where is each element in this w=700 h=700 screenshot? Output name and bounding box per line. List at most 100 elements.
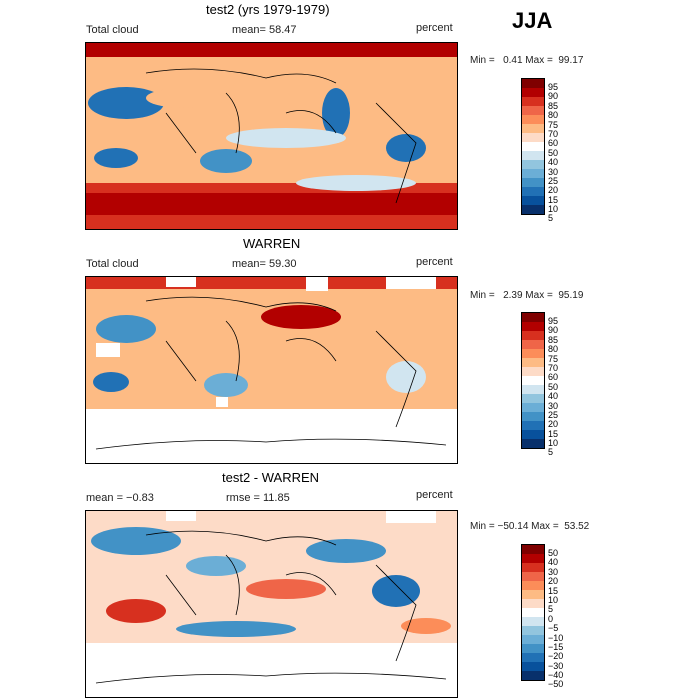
colorbar-tick-label: 80 bbox=[548, 110, 559, 121]
colorbar-swatch bbox=[522, 439, 544, 448]
panel-3-map bbox=[85, 510, 458, 698]
colorbar-tick-label: 60 bbox=[548, 138, 559, 149]
colorbar-tick-label: 50 bbox=[548, 381, 559, 392]
colorbar-tick-label: 70 bbox=[548, 362, 559, 373]
colorbar-tick-label: 5 bbox=[548, 447, 554, 458]
colorbar-swatch bbox=[522, 617, 544, 626]
colorbar-tick-label: 75 bbox=[548, 353, 559, 364]
colorbar-tick-label: 0 bbox=[548, 613, 554, 624]
colorbar-tick-label: 25 bbox=[548, 175, 559, 186]
colorbar-swatch bbox=[522, 376, 544, 385]
panel-2-colorbar-labels: 95 90 85 80 75 70 60 50 40 30 25 20 15 10 5 bbox=[548, 316, 559, 458]
colorbar-swatch bbox=[522, 385, 544, 394]
colorbar-tick-label: −40 bbox=[548, 670, 564, 681]
colorbar-swatch bbox=[522, 88, 544, 97]
colorbar-swatch bbox=[522, 635, 544, 644]
colorbar-swatch bbox=[522, 196, 544, 205]
colorbar-tick-label: 5 bbox=[548, 213, 554, 224]
panel-3-colorbar-swatches bbox=[521, 544, 545, 681]
panel-2-map-field bbox=[86, 277, 457, 463]
colorbar-tick-label: 90 bbox=[548, 91, 559, 102]
colorbar-tick-label: 20 bbox=[548, 419, 559, 430]
colorbar-swatch bbox=[522, 394, 544, 403]
colorbar-tick-label: 95 bbox=[548, 82, 559, 92]
panel-1-map-field bbox=[86, 43, 457, 229]
colorbar-swatch bbox=[522, 644, 544, 653]
colorbar-swatch bbox=[522, 142, 544, 151]
colorbar-swatch bbox=[522, 187, 544, 196]
colorbar-tick-label: 15 bbox=[548, 194, 559, 205]
colorbar-tick-label: −30 bbox=[548, 660, 564, 671]
colorbar-tick-label: 50 bbox=[548, 548, 559, 558]
colorbar-tick-label: 10 bbox=[548, 438, 559, 449]
colorbar-tick-label: 30 bbox=[548, 400, 559, 411]
colorbar-swatch bbox=[522, 581, 544, 590]
colorbar-swatch bbox=[522, 169, 544, 178]
panel-2-colorbar bbox=[521, 312, 545, 449]
colorbar-swatch bbox=[522, 572, 544, 581]
panel-3-colorbar-labels: 50 40 30 20 15 10 5 0 −5 −10 −15 −20 −30 −40 −50 bbox=[548, 548, 564, 690]
colorbar-swatch bbox=[522, 590, 544, 599]
panel-3-colorbar bbox=[521, 544, 545, 681]
colorbar-swatch bbox=[522, 626, 544, 635]
panel-3-map-field bbox=[86, 511, 457, 697]
colorbar-tick-label: 70 bbox=[548, 128, 559, 139]
panel-1-map bbox=[85, 42, 458, 230]
panel-3-left-label: mean = −0.83 bbox=[86, 492, 154, 504]
panel-3-minmax: Min = −50.14 Max = 53.52 bbox=[470, 521, 590, 532]
colorbar-swatch bbox=[522, 340, 544, 349]
colorbar-tick-label: 10 bbox=[548, 594, 559, 605]
colorbar-tick-label: 30 bbox=[548, 166, 559, 177]
colorbar-tick-label: −10 bbox=[548, 632, 564, 643]
colorbar-tick-label: 15 bbox=[548, 428, 559, 439]
panel-3-units: percent bbox=[416, 489, 453, 501]
panel-1-minmax: Min = 0.41 Max = 99.17 bbox=[470, 55, 584, 66]
panel-1-mean: mean= 58.47 bbox=[232, 24, 297, 36]
colorbar-tick-label: 30 bbox=[548, 566, 559, 577]
panel-1-left-label: Total cloud bbox=[86, 24, 139, 36]
colorbar-tick-label: 75 bbox=[548, 119, 559, 130]
season-label: JJA bbox=[512, 8, 553, 33]
panel-1-colorbar-swatches bbox=[521, 78, 545, 215]
panel-2-left-label: Total cloud bbox=[86, 258, 139, 270]
colorbar-swatch bbox=[522, 124, 544, 133]
panel-2-colorbar-swatches bbox=[521, 312, 545, 449]
colorbar-swatch bbox=[522, 160, 544, 169]
colorbar-swatch bbox=[522, 421, 544, 430]
panel-2-minmax: Min = 2.39 Max = 95.19 bbox=[470, 290, 584, 301]
colorbar-swatch bbox=[522, 367, 544, 376]
panel-1-colorbar bbox=[521, 78, 545, 215]
colorbar-swatch bbox=[522, 608, 544, 617]
colorbar-swatch bbox=[522, 563, 544, 572]
panel-1-colorbar-labels: 95 90 85 80 75 70 60 50 40 30 25 20 15 10 5 bbox=[548, 82, 559, 224]
colorbar-tick-label: 40 bbox=[548, 157, 559, 168]
colorbar-tick-label: 20 bbox=[548, 185, 559, 196]
colorbar-tick-label: 60 bbox=[548, 372, 559, 383]
colorbar-swatch bbox=[522, 662, 544, 671]
colorbar-tick-label: −20 bbox=[548, 651, 564, 662]
colorbar-swatch bbox=[522, 412, 544, 421]
colorbar-swatch bbox=[522, 115, 544, 124]
colorbar-tick-label: 20 bbox=[548, 576, 559, 587]
panel-1-units: percent bbox=[416, 22, 453, 34]
panel-2-map bbox=[85, 276, 458, 464]
colorbar-tick-label: 25 bbox=[548, 409, 559, 420]
colorbar-swatch bbox=[522, 554, 544, 563]
colorbar-tick-label: 85 bbox=[548, 334, 559, 345]
colorbar-tick-label: 15 bbox=[548, 585, 559, 596]
colorbar-swatch bbox=[522, 545, 544, 554]
colorbar-swatch bbox=[522, 599, 544, 608]
colorbar-swatch bbox=[522, 403, 544, 412]
colorbar-tick-label: −15 bbox=[548, 641, 564, 652]
colorbar-tick-label: 95 bbox=[548, 316, 559, 326]
panel-3-rmse: rmse = 11.85 bbox=[226, 492, 290, 504]
panel-2-title: WARREN bbox=[243, 236, 301, 251]
colorbar-tick-label: 40 bbox=[548, 391, 559, 402]
colorbar-tick-label: 10 bbox=[548, 204, 559, 215]
colorbar-swatch bbox=[522, 79, 544, 88]
colorbar-swatch bbox=[522, 671, 544, 680]
panel-2-mean: mean= 59.30 bbox=[232, 258, 297, 270]
panel-1-title: test2 (yrs 1979-1979) bbox=[206, 2, 330, 17]
colorbar-tick-label: −5 bbox=[548, 623, 559, 634]
colorbar-swatch bbox=[522, 358, 544, 367]
